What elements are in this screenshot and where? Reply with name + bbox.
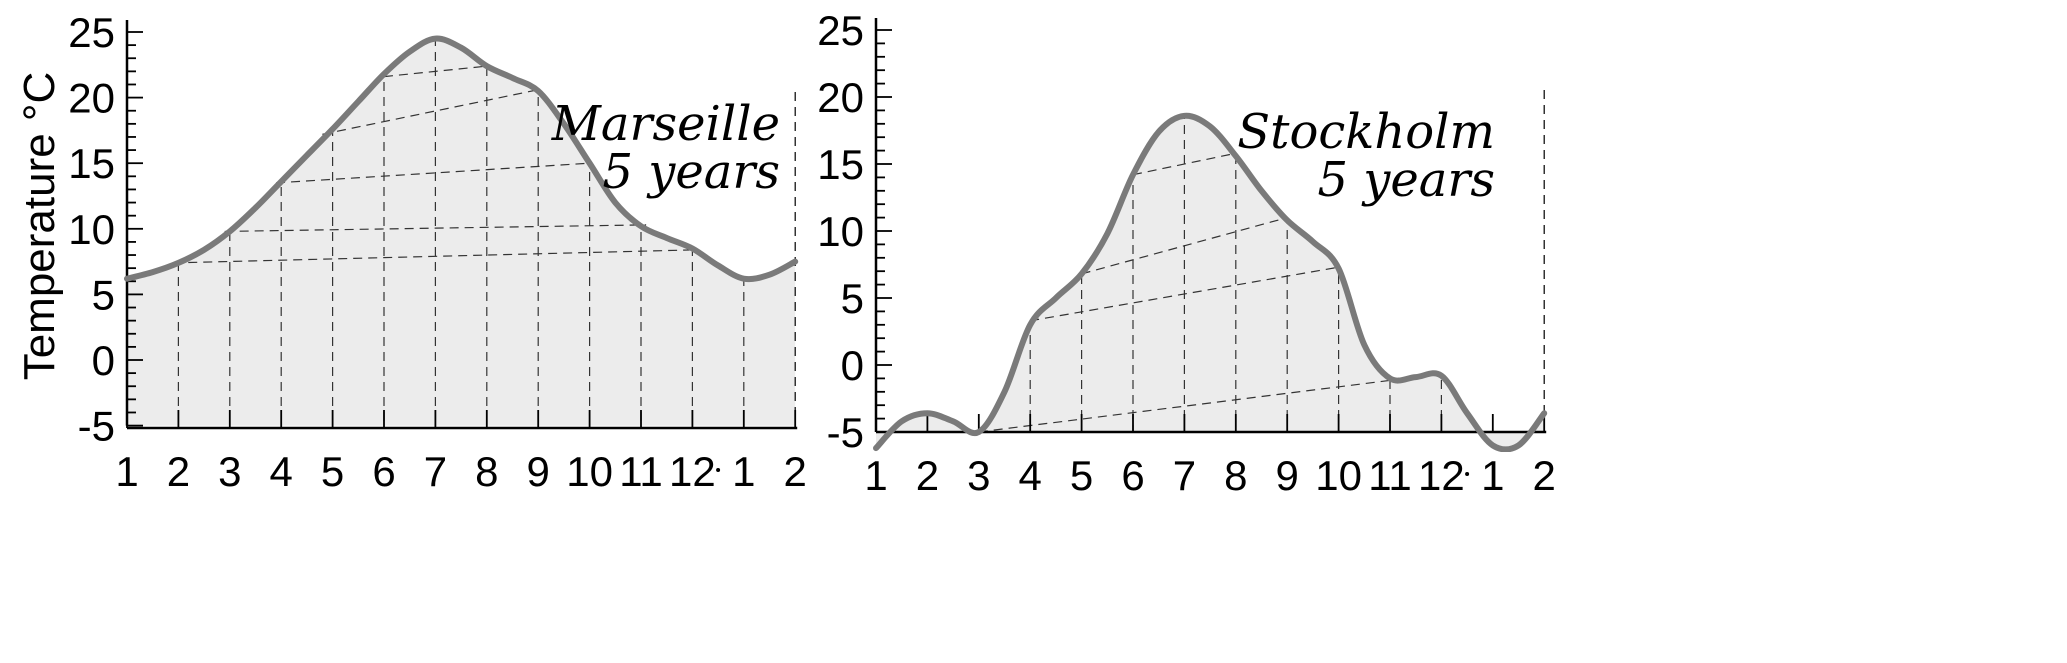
x-tick-label: 4	[270, 448, 293, 495]
y-tick-label: 5	[92, 271, 115, 318]
x-tick-label: 9	[1276, 452, 1299, 499]
temperature-curve	[873, 112, 1548, 452]
x-tick-label: 2	[1533, 452, 1556, 499]
x-tick-label: 7	[424, 448, 447, 495]
isotherm-line	[1132, 152, 1236, 176]
x-tick-label: 11	[1368, 452, 1412, 499]
x-tick-label: 12	[669, 448, 716, 495]
y-tick-label: 0	[92, 337, 115, 384]
y-tick-label: 15	[817, 141, 864, 188]
x-tick-label: 8	[1224, 452, 1247, 499]
city-name-label: Marseille	[551, 96, 780, 152]
x-tick-label: 8	[475, 448, 498, 495]
y-tick-label: 20	[68, 75, 115, 122]
x-tick-label: 3	[218, 448, 241, 495]
area-fill	[876, 115, 1545, 450]
x-tick-label: 5	[1070, 452, 1093, 499]
period-label: 5 years	[602, 144, 780, 200]
city-name-label: Stockholm	[1237, 104, 1495, 160]
y-tick-label: 10	[817, 208, 864, 255]
x-tick-label: 10	[1315, 452, 1362, 499]
isotherm-line	[224, 224, 647, 233]
x-tick-label: 2	[784, 448, 807, 495]
x-tick-label: 10	[566, 448, 613, 495]
x-tick-label: 6	[372, 448, 395, 495]
x-tick-label: 3	[967, 452, 990, 499]
y-tick-label: 15	[68, 140, 115, 187]
isotherm-line	[322, 89, 539, 135]
x-tick-label: 1	[1481, 452, 1504, 499]
isotherm-line	[1030, 266, 1339, 322]
isotherm-line	[276, 162, 590, 184]
year-separator	[716, 468, 721, 472]
y-axis-label: Temperature °C	[15, 72, 64, 381]
x-tick-label: 4	[1019, 452, 1042, 499]
x-tick-label: 5	[321, 448, 344, 495]
isotherm-line	[978, 379, 1396, 433]
y-tick-label: 10	[68, 206, 115, 253]
x-tick-label: 2	[916, 452, 939, 499]
x-tick-label: 12	[1418, 452, 1465, 499]
year-separator	[1465, 472, 1470, 476]
area-fill	[127, 38, 796, 426]
y-tick-label: 25	[68, 9, 115, 56]
x-tick-label: 7	[1173, 452, 1196, 499]
temperature-curve	[124, 35, 799, 283]
x-tick-label: 11	[619, 448, 663, 495]
x-tick-label: 1	[864, 452, 887, 499]
x-tick-label: 9	[527, 448, 550, 495]
isotherm-line	[173, 249, 698, 264]
y-tick-label: -5	[827, 409, 864, 456]
y-tick-label: 25	[817, 7, 864, 54]
isotherm-line	[383, 65, 487, 78]
isotherm-line	[1081, 217, 1288, 275]
x-tick-label: 1	[732, 448, 755, 495]
x-tick-label: 1	[115, 448, 138, 495]
period-label: 5 years	[1317, 152, 1495, 208]
y-tick-label: -5	[78, 403, 115, 450]
x-tick-label: 2	[167, 448, 190, 495]
y-tick-label: 20	[817, 74, 864, 121]
y-tick-label: 5	[841, 275, 864, 322]
y-tick-label: 0	[841, 342, 864, 389]
x-tick-label: 6	[1121, 452, 1144, 499]
